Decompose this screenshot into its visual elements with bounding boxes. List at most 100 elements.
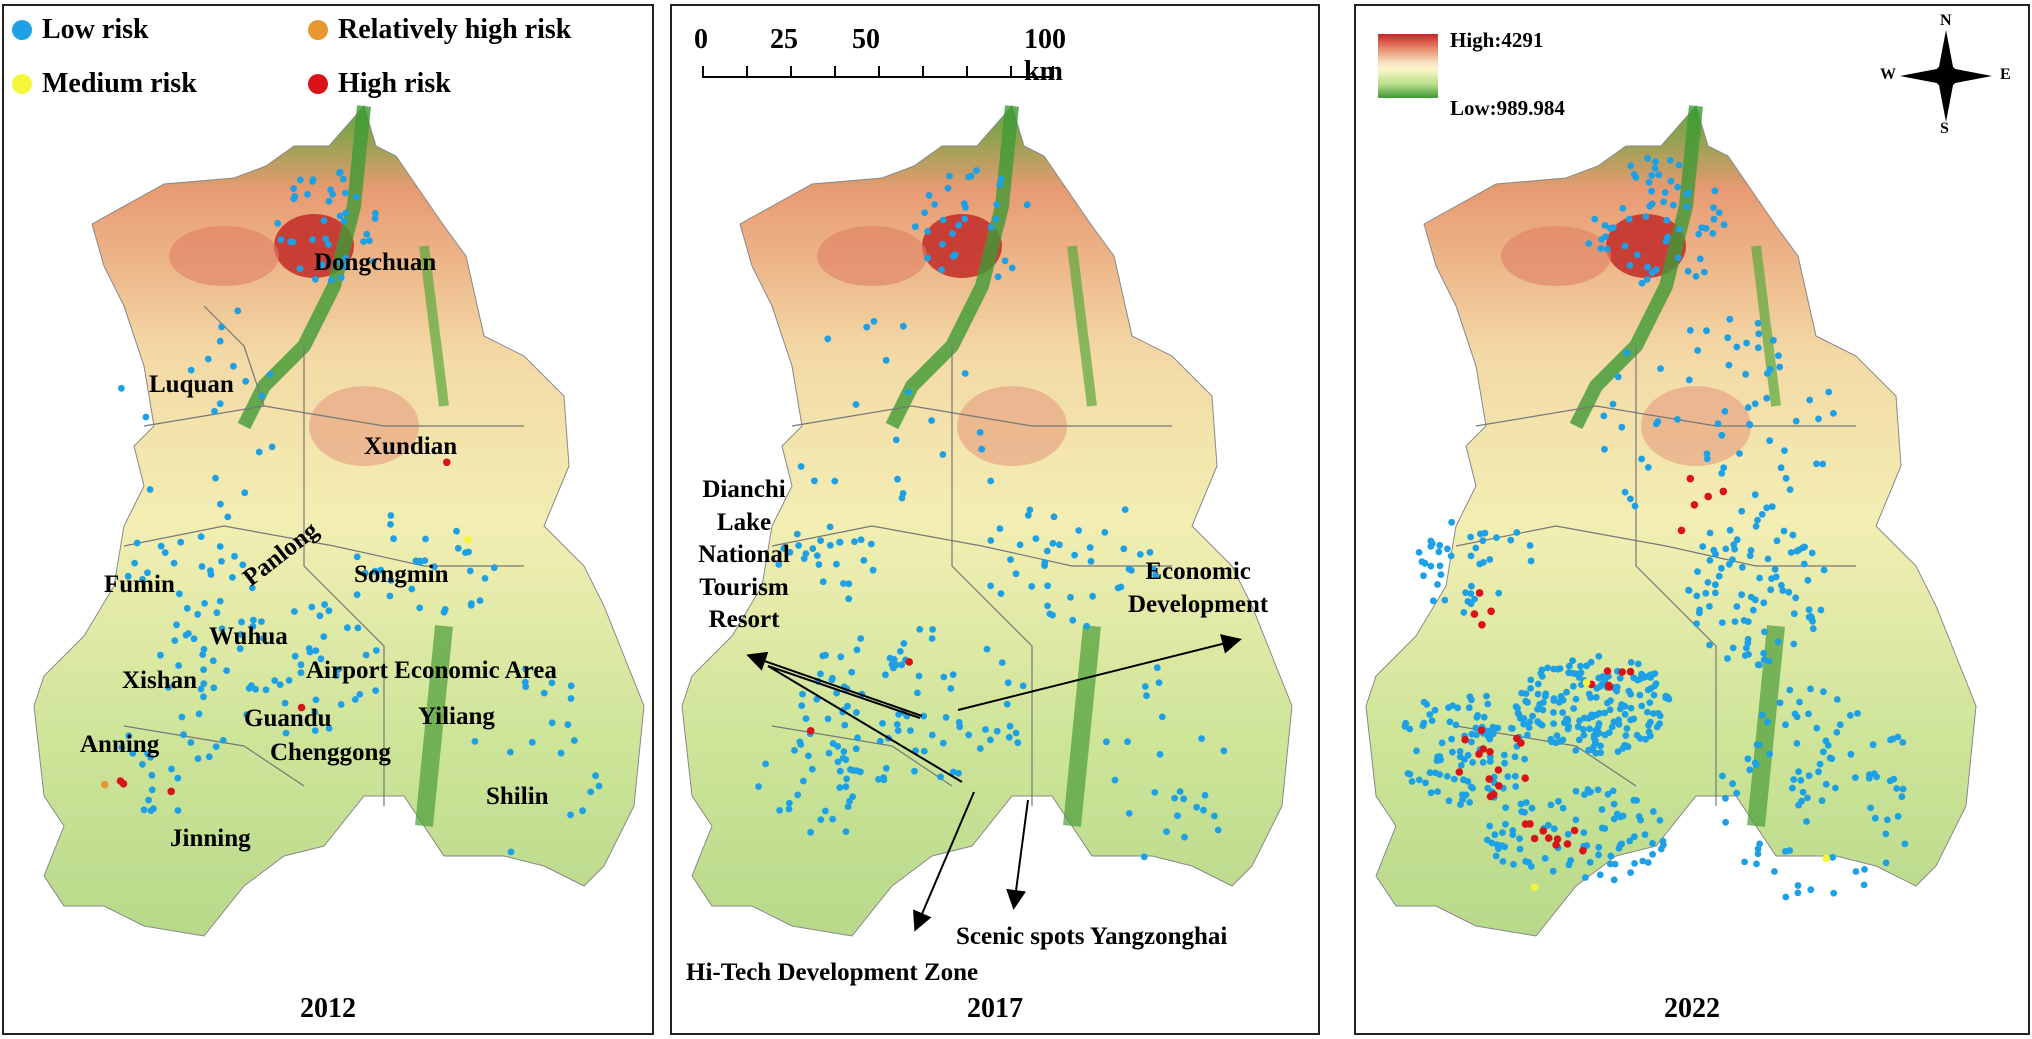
low-risk-point [840,580,847,587]
low-risk-point [1550,697,1558,704]
low-risk-point [824,335,832,343]
low-risk-point [1724,334,1732,342]
low-risk-point [1426,711,1434,718]
low-risk-point [1638,279,1646,287]
low-risk-point [1511,753,1519,761]
low-risk-point [1822,737,1830,745]
low-risk-point [309,178,316,185]
low-risk-point [1594,723,1602,731]
low-risk-point [880,776,888,784]
low-risk-point [259,635,267,642]
low-risk-point [819,578,827,586]
low-risk-point [371,215,379,222]
low-risk-point [1480,713,1488,721]
low-risk-point [1456,748,1464,755]
low-risk-point [147,753,154,761]
annotation-arrow-dianchi [767,665,921,719]
relatively-high-risk-swatch [308,20,328,40]
low-risk-point [1756,574,1763,582]
low-risk-point [863,323,871,331]
low-risk-point [1720,221,1728,229]
low-risk-point [1468,696,1475,704]
low-risk-point [1893,785,1901,792]
annotation-arrow-hitech [913,791,975,932]
low-risk-point [1786,486,1794,493]
low-risk-point [1427,543,1435,550]
low-risk-point [340,217,348,225]
low-risk-point [1829,853,1837,861]
scale-label-100km: 100 km [1024,24,1066,87]
high-risk-point [1604,681,1613,690]
kunming-region-shape [33,104,645,937]
low-risk-point [949,230,956,238]
low-risk-point [938,266,946,274]
legend-relatively-high-risk: Relatively high risk [308,14,571,46]
low-risk-point [356,691,364,698]
low-risk-point [1516,835,1523,842]
low-risk-point [1484,700,1492,708]
low-risk-point [882,356,890,364]
low-risk-point [1193,803,1201,811]
low-risk-point [454,544,462,552]
low-risk-point [1743,644,1750,652]
low-risk-point [840,748,848,755]
low-risk-point [1638,455,1645,463]
low-risk-point [1565,662,1573,670]
low-risk-point [1611,860,1619,868]
low-risk-point [218,558,225,565]
low-risk-point [1706,529,1714,537]
low-risk-point [1437,571,1445,578]
low-risk-point [848,668,856,676]
low-risk-point [817,537,824,544]
low-risk-point [1459,796,1466,804]
low-risk-point [960,200,968,208]
low-risk-point [852,401,860,408]
low-risk-point [1489,723,1497,731]
low-risk-point [1479,759,1487,766]
low-risk-point [1764,718,1771,726]
low-risk-point [1572,787,1580,795]
low-risk-point [1174,812,1181,820]
low-risk-point [1709,230,1717,237]
low-risk-point [322,235,329,243]
low-risk-point [1641,831,1649,838]
low-risk-point [522,665,530,673]
low-risk-point [1005,733,1013,741]
low-risk-point [1493,841,1501,848]
low-risk-point [795,542,802,549]
low-risk-point [1089,592,1096,600]
low-risk-point [1809,625,1817,633]
low-risk-point [1141,683,1149,690]
low-risk-point [1693,592,1701,600]
compass-s: S [1940,120,1949,137]
low-risk-point [1758,711,1766,719]
low-risk-point [1649,850,1656,858]
low-risk-point [1429,597,1437,605]
medium-risk-point [1582,678,1591,687]
low-risk-point [1583,662,1590,670]
low-risk-point [1704,579,1712,586]
low-risk-point [1598,824,1606,832]
low-risk-point [1549,867,1557,875]
low-risk-point [1634,660,1642,668]
low-risk-point [1804,794,1811,802]
low-risk-point [1610,876,1618,884]
low-risk-point [430,563,438,571]
low-risk-point [1101,529,1109,536]
annotation-economic-development: Economic Development [1128,558,1269,618]
low-risk-point [961,215,969,223]
low-risk-point [1527,685,1534,692]
low-risk-point [1563,688,1570,696]
low-risk-point [146,486,154,493]
low-risk-point [834,758,842,766]
low-risk-point [1741,858,1748,866]
low-risk-point [997,175,1005,183]
low-risk-point [1712,550,1719,558]
low-risk-point [894,727,902,734]
low-risk-point [1882,859,1890,867]
low-risk-point [762,760,769,768]
low-risk-point [1600,412,1608,420]
low-risk-point [243,711,251,719]
elevation-color-ramp [1378,34,1438,98]
low-risk-point [1694,347,1701,354]
